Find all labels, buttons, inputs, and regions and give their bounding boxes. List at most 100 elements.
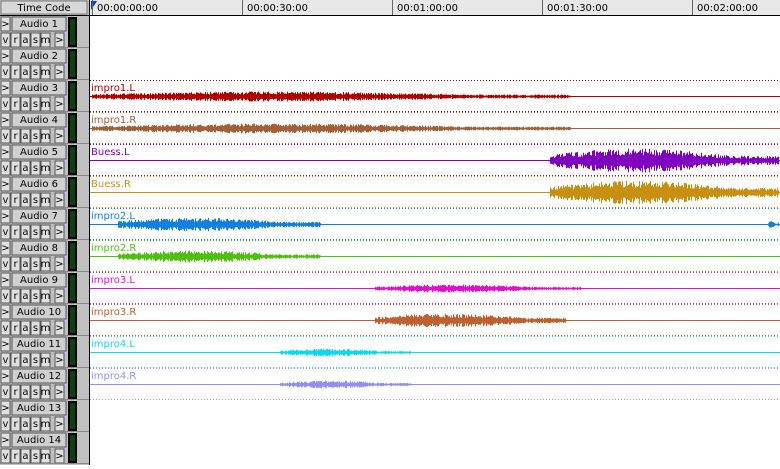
track-name-button[interactable] [11,144,67,160]
waveform [118,250,321,263]
track-name-button[interactable] [11,400,67,416]
track-name-button[interactable] [11,80,67,96]
waveform [118,217,779,232]
expand-button[interactable] [0,112,11,128]
ruler-label: 00:01:30:00 [547,3,608,14]
expand-button[interactable] [0,80,11,96]
track-name: Audio 8 [20,243,58,254]
expand-button[interactable] [0,368,11,384]
expand-button[interactable] [0,144,11,160]
track-button-label: a [22,67,28,78]
track-name-button[interactable] [11,336,67,352]
expand-button[interactable] [0,16,11,32]
ruler [89,0,780,16]
track-button-label: r [13,259,18,270]
track-button-label: s [33,419,38,430]
track-name-button[interactable] [11,432,67,448]
track-button-label: s [33,355,38,366]
track-button-label: > [55,163,63,174]
meter-level [70,307,75,333]
track-name-button[interactable] [11,272,67,288]
track-name-button[interactable] [11,48,67,64]
track-name-button[interactable] [11,112,67,128]
track-button-label: s [33,291,38,302]
track-button-label: v [3,227,9,238]
track-name: Audio 14 [17,435,61,446]
expand-button[interactable] [0,336,11,352]
track-button-label: r [13,163,18,174]
track-name-button[interactable] [11,176,67,192]
track-name: Audio 13 [17,403,61,414]
track-name: Audio 2 [20,51,58,62]
track-button-label: a [22,323,28,334]
track-button-label: m [41,195,51,206]
expand-button[interactable] [0,400,11,416]
region-name: impro2.R [91,243,136,254]
waveform [375,313,566,328]
track-button-label: > [55,451,63,462]
track-button-label: > [55,195,63,206]
track-name-button[interactable] [11,208,67,224]
track-button-label: v [3,419,9,430]
track-button-label: > [55,131,63,142]
track-button-label: m [41,355,51,366]
meter-level [70,339,75,365]
track-button-label: m [41,323,51,334]
expand-button[interactable] [0,48,11,64]
track-button-label: > [55,227,63,238]
track-button-label: a [22,99,28,110]
expand-button[interactable] [0,304,11,320]
track-button-label: s [33,99,38,110]
region-name: impro2.L [91,211,135,222]
expand-label: > [1,51,9,62]
track-button-label: > [55,355,63,366]
track-button-label: a [22,195,28,206]
expand-button[interactable] [0,272,11,288]
track-name-button[interactable] [11,16,67,32]
expand-label: > [1,339,9,350]
track-button-label: s [33,195,38,206]
track-button-label: a [22,355,28,366]
ruler-label: 00:02:00:00 [697,3,758,14]
waveform [92,91,571,102]
region-name: Buess.L [91,147,130,158]
track-button-label: m [41,35,51,46]
expand-button[interactable] [0,432,11,448]
region-name: Buess.R [91,179,131,190]
track-button-label: s [33,67,38,78]
meter-level [70,211,75,237]
track-button-label: > [55,35,63,46]
track-button-label: m [41,99,51,110]
track-button-label: a [22,419,28,430]
track-button-label: r [13,99,18,110]
track-button-label: r [13,451,18,462]
expand-button[interactable] [0,208,11,224]
track-name: Audio 4 [20,115,58,126]
track-button-label: m [41,451,51,462]
time-code-box [0,0,88,15]
expand-button[interactable] [0,240,11,256]
expand-button[interactable] [0,176,11,192]
expand-label: > [1,435,9,446]
ruler-label: 00:00:00:00 [97,3,158,14]
expand-label: > [1,211,9,222]
track-button-label: s [33,259,38,270]
expand-label: > [1,371,9,382]
track-button-label: v [3,355,9,366]
track-button-label: a [22,35,28,46]
track-button-label: > [55,419,63,430]
track-name: Audio 11 [17,339,61,350]
region-name: impro4.L [91,339,135,350]
meter-level [70,435,75,461]
track-button-label: a [22,227,28,238]
track-name-button[interactable] [11,240,67,256]
track-button-label: > [55,291,63,302]
meter-level [70,115,75,141]
track-name-button[interactable] [11,304,67,320]
meter-level [70,179,75,205]
track-button-label: r [13,195,18,206]
track-button-label: a [22,259,28,270]
track-name: Audio 9 [20,275,58,286]
track-name: Audio 7 [20,211,58,222]
track-name-button[interactable] [11,368,67,384]
